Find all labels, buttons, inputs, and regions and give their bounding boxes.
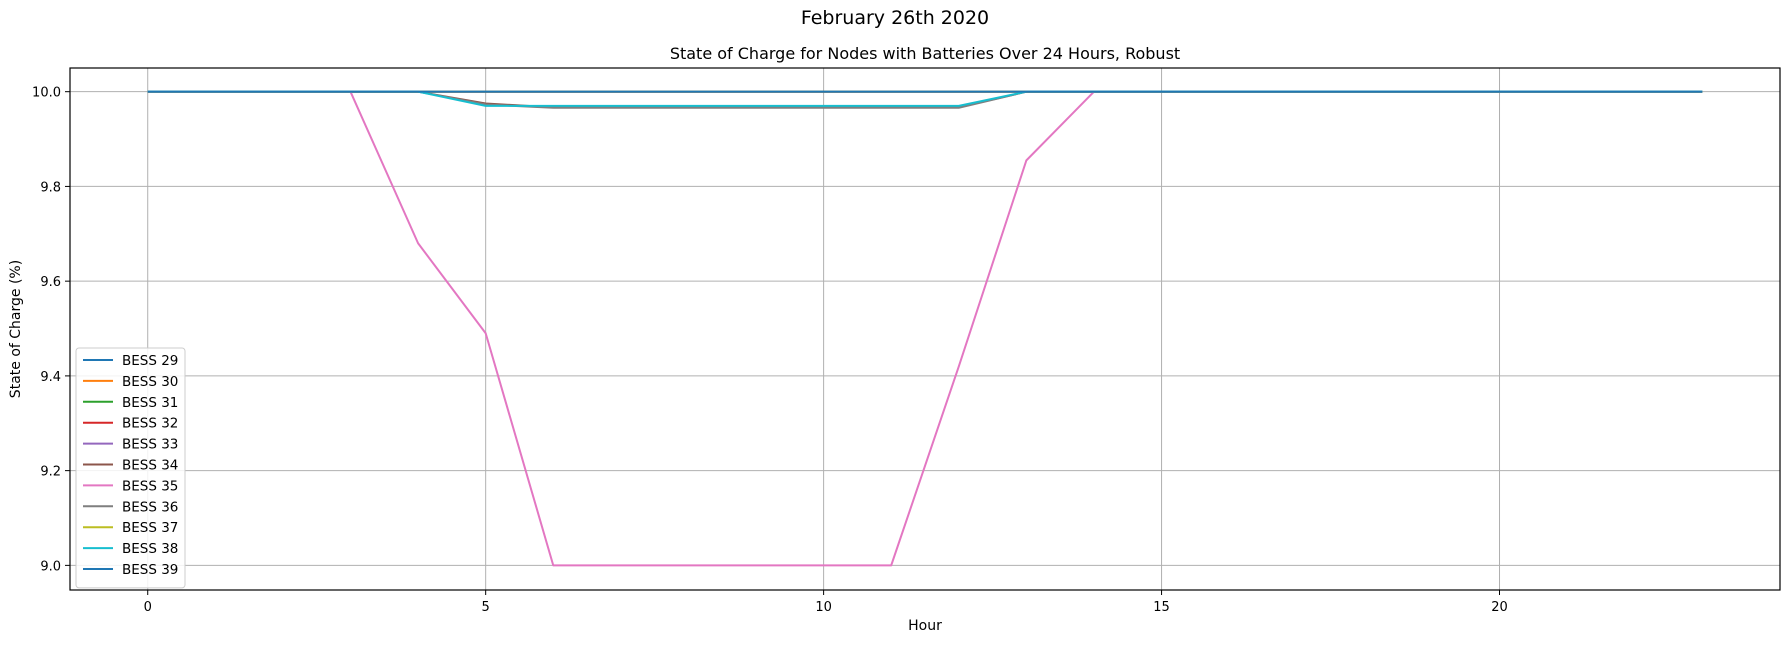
y-tick-label: 10.0: [32, 86, 61, 101]
legend-label: BESS 31: [122, 395, 178, 411]
x-axis-label: Hour: [908, 618, 942, 634]
y-tick-label: 9.0: [40, 559, 61, 574]
legend-label: BESS 32: [122, 416, 178, 432]
chart-suptitle: February 26th 2020: [801, 7, 989, 29]
y-tick-label: 9.6: [40, 275, 61, 290]
x-tick-label: 5: [482, 600, 490, 615]
legend-label: BESS 37: [122, 520, 178, 536]
legend: BESS 29 BESS 30 BESS 31 BESS 32 BESS 33 BESS …: [75, 347, 186, 589]
x-tick-label: 20: [1491, 600, 1508, 615]
legend-label: BESS 39: [122, 562, 178, 578]
legend-label: BESS 33: [122, 437, 178, 453]
x-tick-label: 15: [1153, 600, 1170, 615]
legend-label: BESS 38: [122, 541, 178, 557]
y-tick-label: 9.4: [40, 370, 61, 385]
series-lines: [147, 90, 1703, 567]
legend-label: BESS 29: [122, 353, 178, 369]
legend-label: BESS 35: [122, 478, 178, 494]
plot-area-frame: [69, 67, 1781, 591]
chart-title: State of Charge for Nodes with Batteries…: [670, 44, 1180, 63]
axis-ticks: 0 5 10 15 20 9.0 9.2 9.4 9.6 9.8 10.0: [32, 86, 1508, 615]
y-tick-label: 9.8: [40, 180, 61, 195]
series-line-bess-35: [147, 90, 1703, 567]
x-tick-label: 10: [815, 600, 832, 615]
legend-label: BESS 30: [122, 374, 178, 390]
x-tick-label: 0: [144, 600, 152, 615]
legend-label: BESS 36: [122, 499, 178, 515]
y-axis-label: State of Charge (%): [8, 260, 24, 398]
legend-label: BESS 34: [122, 458, 178, 474]
series-line-bess-38: [147, 90, 1703, 107]
grid-lines: [70, 68, 1780, 590]
y-tick-label: 9.2: [40, 465, 61, 480]
